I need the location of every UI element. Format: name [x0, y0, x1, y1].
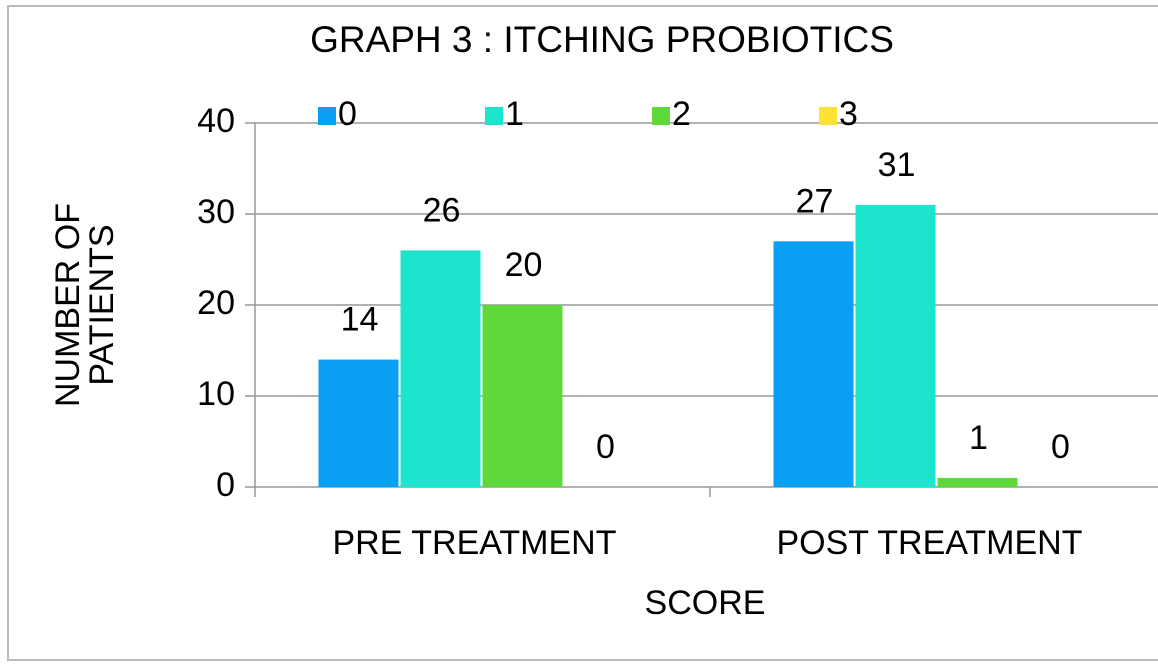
x-tick-label: PRE TREATMENT	[333, 524, 617, 562]
y-axis-label: NUMBER OF PATIENTS	[49, 203, 121, 407]
data-label: 31	[878, 146, 916, 184]
legend-swatch	[819, 107, 837, 125]
y-tick-label: 20	[197, 284, 235, 322]
y-tick-label: 40	[197, 102, 235, 140]
legend-label: 1	[505, 95, 524, 133]
data-label: 26	[423, 191, 461, 229]
data-label: 0	[1051, 428, 1070, 466]
legend-label: 3	[839, 95, 858, 133]
legend-swatch	[485, 107, 503, 125]
data-label: 0	[596, 428, 615, 466]
chart-border	[7, 5, 1158, 661]
legend-label: 0	[338, 95, 357, 133]
data-label: 27	[796, 182, 834, 220]
bar	[773, 241, 854, 487]
legend-swatch	[652, 107, 670, 125]
legend-label: 2	[672, 95, 691, 133]
x-tick-label: POST TREATMENT	[776, 524, 1082, 562]
legend-swatch	[318, 107, 336, 125]
data-label: 1	[969, 419, 988, 457]
y-tick-label: 10	[197, 375, 235, 413]
y-tick-label: 0	[216, 466, 235, 504]
chart-title: GRAPH 3 : ITCHING PROBIOTICS	[310, 19, 894, 60]
bar	[318, 359, 399, 487]
bar	[400, 250, 481, 487]
data-label: 20	[505, 246, 543, 284]
bar	[937, 477, 1018, 487]
data-label: 14	[341, 301, 379, 339]
y-tick-label: 30	[197, 193, 235, 231]
bar	[855, 204, 936, 487]
bar	[482, 305, 563, 487]
x-axis-label: SCORE	[645, 584, 766, 622]
